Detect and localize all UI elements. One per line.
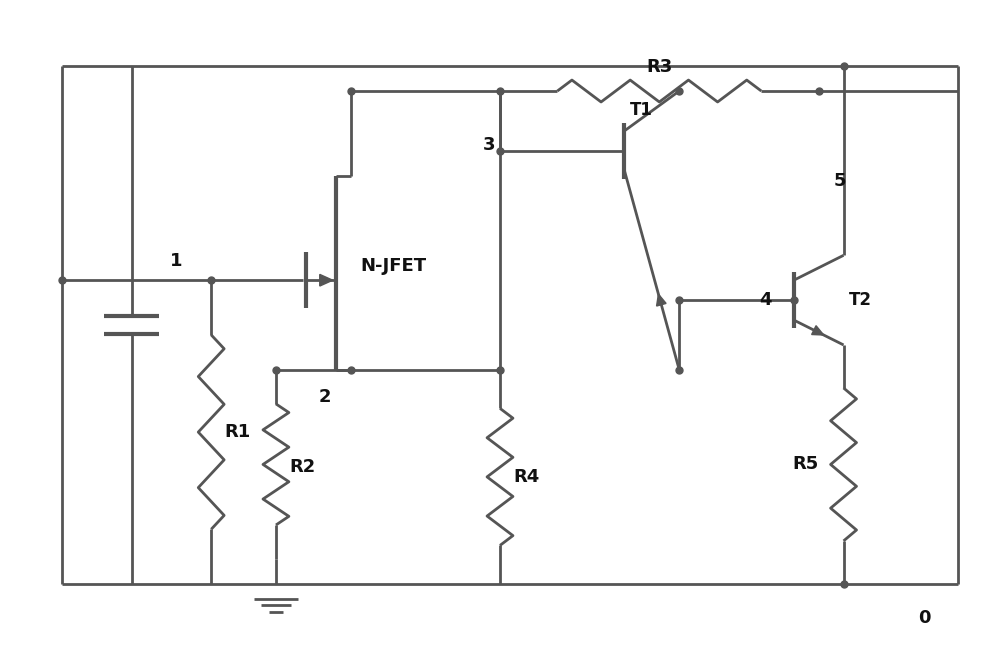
Polygon shape <box>320 275 333 286</box>
Text: N-JFET: N-JFET <box>361 257 427 275</box>
Text: 2: 2 <box>318 388 331 406</box>
Text: R2: R2 <box>289 458 315 476</box>
Text: 5: 5 <box>834 172 846 190</box>
Text: 1: 1 <box>170 252 183 270</box>
Text: R1: R1 <box>224 423 250 441</box>
Text: R4: R4 <box>513 468 539 486</box>
Text: R5: R5 <box>792 456 819 473</box>
Text: 0: 0 <box>918 609 931 627</box>
Text: T2: T2 <box>849 291 872 309</box>
Polygon shape <box>657 294 666 306</box>
Text: 4: 4 <box>759 291 772 309</box>
Polygon shape <box>812 326 824 335</box>
Text: 3: 3 <box>483 136 495 154</box>
Text: T1: T1 <box>629 101 652 119</box>
Text: R3: R3 <box>646 58 672 76</box>
